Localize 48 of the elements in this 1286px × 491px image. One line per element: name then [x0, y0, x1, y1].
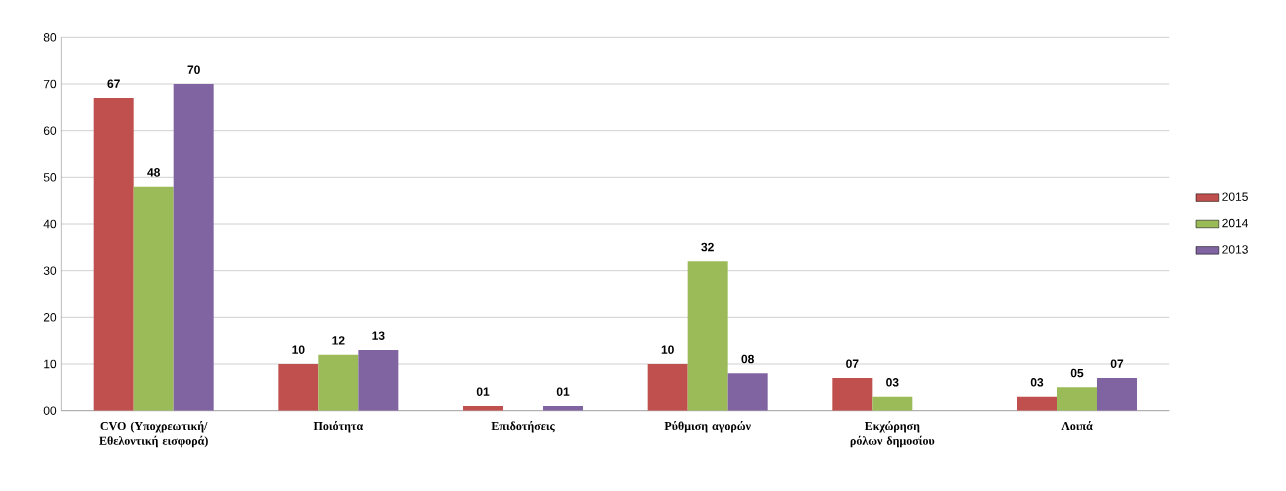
data-label: 01 [476, 387, 490, 397]
bar [173, 84, 214, 411]
x-tick-label: Ρύθμιση αγορών [664, 421, 751, 433]
x-tick-label: Επιδοτήσεις [491, 421, 555, 433]
data-label: 13 [372, 331, 385, 341]
legend-label: 2013 [1222, 245, 1248, 254]
y-tick-label: 60 [43, 126, 57, 136]
y-tick-label: 00 [43, 406, 57, 416]
y-tick-label: 40 [43, 219, 57, 229]
bar [318, 354, 359, 411]
bar [727, 373, 768, 411]
data-label: 48 [147, 168, 160, 177]
data-label: 03 [1030, 378, 1044, 387]
data-label: 08 [741, 354, 754, 364]
y-tick-label: 70 [43, 79, 57, 89]
data-label: 07 [846, 359, 859, 369]
bar [687, 261, 728, 411]
data-label: 67 [107, 79, 120, 89]
y-tick-label: 20 [43, 313, 57, 322]
bar [1016, 396, 1057, 411]
x-tick-label: Εκχώρηση ρόλων δημοσίου [850, 421, 935, 448]
bar [1056, 387, 1097, 411]
legend-label: 2014 [1222, 218, 1249, 228]
bar [647, 364, 688, 411]
data-label: 05 [1070, 368, 1084, 378]
legend-label: 2015 [1222, 192, 1248, 202]
bar [872, 396, 913, 411]
bar [832, 378, 873, 411]
x-tick-label: CVO (Υποχρεωτική/ Εθελοντική εισφορά) [99, 421, 208, 448]
x-tick-label: Λοιπά [1061, 421, 1093, 431]
data-label: 10 [661, 345, 674, 355]
x-tick-label: Ποιότητα [313, 421, 364, 433]
bar [1096, 378, 1137, 411]
bar [93, 98, 134, 411]
data-label: 70 [187, 65, 200, 75]
data-label: 01 [556, 387, 570, 397]
data-label: 12 [332, 336, 345, 345]
data-label: 32 [701, 242, 714, 252]
y-tick-label: 80 [43, 33, 57, 42]
y-tick-label: 30 [43, 266, 57, 276]
data-label: 10 [292, 345, 305, 355]
bar [358, 350, 399, 411]
bar [133, 186, 174, 411]
y-tick-label: 10 [44, 359, 57, 369]
y-tick-label: 50 [43, 173, 57, 182]
bar [278, 364, 319, 411]
data-label: 07 [1110, 359, 1124, 369]
data-label: 03 [886, 378, 899, 387]
